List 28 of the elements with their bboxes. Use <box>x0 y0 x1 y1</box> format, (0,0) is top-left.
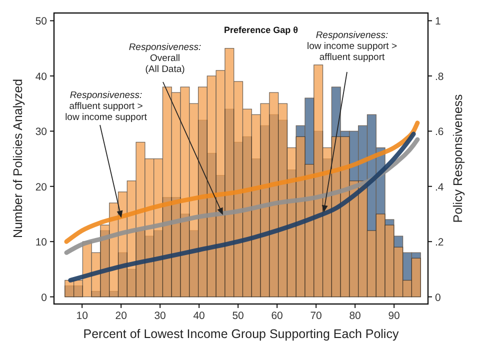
y-tick-label: 50 <box>35 16 48 28</box>
x-tick-label: 50 <box>232 310 244 322</box>
y2-tick-label: 0 <box>435 292 441 304</box>
y-tick-label: 10 <box>35 236 48 249</box>
annotation: Responsiveness: low income support > affluent support <box>306 30 398 63</box>
y-tick-label: 20 <box>35 181 48 194</box>
y2-tick-label: .4 <box>435 181 444 194</box>
x-tick-label: 10 <box>76 310 88 322</box>
x-tick-label: 40 <box>193 310 206 322</box>
x-tick-label: 90 <box>388 310 400 322</box>
x-tick-label: 20 <box>115 310 128 322</box>
y-tick-label: 30 <box>35 126 48 138</box>
x-tick-label: 60 <box>271 310 284 322</box>
x-axis-title: Percent of Lowest Income Group Supporting Each Policy <box>83 327 400 341</box>
x-tick-label: 80 <box>349 310 362 322</box>
y2-axis-title: Policy Responsiveness <box>451 94 465 223</box>
y2-tick-label: .2 <box>435 236 444 249</box>
y-axis-title: Number of Policies Analyzed <box>11 78 25 238</box>
y-tick-label: 40 <box>35 70 48 83</box>
text: Preference Gap θ <box>224 25 298 35</box>
annotation: Responsiveness: affluent support > low income support <box>65 90 148 123</box>
x-tick-label: 30 <box>154 310 166 322</box>
y-tick-label: 0 <box>41 292 48 304</box>
x-tick-label: 70 <box>310 310 322 322</box>
y2-tick-label: .6 <box>435 126 444 138</box>
y2-tick-label: .8 <box>435 70 444 83</box>
y2-tick-label: 1 <box>435 16 441 28</box>
annotation: Responsiveness: Overall (All Data) <box>128 42 202 75</box>
